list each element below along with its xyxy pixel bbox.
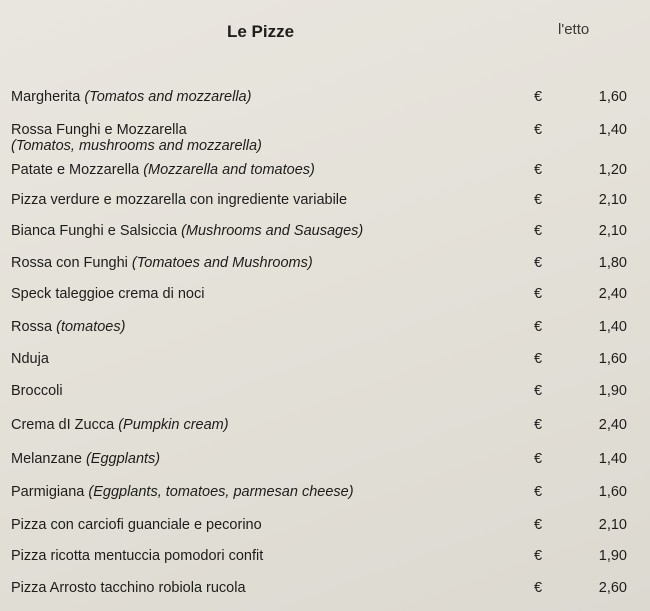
item-price: 2,60 (598, 580, 627, 596)
item-description: (Eggplants, tomatoes, parmesan cheese) (88, 484, 354, 500)
item-title: Rossa con Funghi (11, 255, 128, 271)
item-name: Patate e Mozzarella (Mozzarella and toma… (11, 162, 315, 178)
currency-symbol: € (534, 417, 543, 433)
item-name: Pizza verdure e mozzarella con ingredien… (11, 192, 347, 208)
item-description: (Eggplants) (85, 451, 161, 467)
item-title: Pizza verdure e mozzarella con ingredien… (11, 192, 348, 208)
currency-symbol: € (534, 451, 543, 467)
item-title: Pizza ricotta mentuccia pomodori confit (11, 548, 264, 564)
price-unit-header: l'etto (558, 21, 590, 38)
item-price: 1,60 (598, 89, 627, 105)
item-price: 2,10 (598, 192, 627, 208)
item-name: Margherita (Tomatos and mozzarella) (11, 89, 251, 105)
item-price: 1,40 (598, 319, 627, 335)
currency-symbol: € (534, 383, 543, 399)
item-name: Bianca Funghi e Salsiccia (Mushrooms and… (11, 223, 363, 239)
item-title: Pizza con carciofi guanciale e pecorino (11, 517, 262, 533)
item-title: Margherita (11, 89, 81, 105)
item-price: 2,10 (598, 223, 627, 239)
item-description: (Tomatoes and Mushrooms) (131, 255, 313, 271)
item-price: 2,10 (598, 517, 627, 533)
currency-symbol: € (534, 286, 543, 302)
item-price: 2,40 (598, 417, 627, 433)
currency-symbol: € (534, 484, 543, 500)
item-title: Melanzane (11, 451, 82, 467)
currency-symbol: € (534, 192, 543, 208)
currency-symbol: € (534, 122, 543, 138)
item-title: Bianca Funghi e Salsiccia (11, 223, 178, 239)
item-title: Pizza Arrosto tacchino robiola rucola (11, 580, 246, 596)
item-name: Rossa Funghi e Mozzarella (Tomatos, mushr… (11, 122, 262, 154)
item-name: Rossa (tomatoes) (11, 319, 125, 335)
item-price: 1,90 (598, 383, 627, 399)
item-title: Rossa Funghi e Mozzarella (11, 122, 187, 138)
item-name: Parmigiana (Eggplants, tomatoes, parmesa… (11, 484, 354, 500)
currency-symbol: € (534, 255, 543, 271)
item-name: Broccoli (11, 383, 63, 399)
item-title: Crema dI Zucca (11, 417, 115, 433)
item-title: Rossa (11, 319, 53, 335)
currency-symbol: € (534, 162, 543, 178)
item-price: 2,40 (598, 286, 627, 302)
item-name: Pizza Arrosto tacchino robiola rucola (11, 580, 246, 596)
item-price: 1,60 (598, 484, 627, 500)
item-name: Nduja (11, 351, 49, 367)
item-description: (Mozzarella and tomatoes) (143, 162, 315, 178)
item-name: Rossa con Funghi (Tomatoes and Mushrooms… (11, 255, 313, 271)
currency-symbol: € (534, 580, 543, 596)
currency-symbol: € (534, 548, 543, 564)
item-title: Patate e Mozzarella (11, 162, 140, 178)
item-name: Pizza ricotta mentuccia pomodori confit (11, 548, 263, 564)
item-description: (Tomatos and mozzarella) (84, 89, 252, 105)
currency-symbol: € (534, 319, 543, 335)
item-name: Speck taleggioe crema di noci (11, 286, 204, 302)
item-title: Nduja (11, 351, 49, 367)
currency-symbol: € (534, 517, 543, 533)
item-description: (Tomatos, mushrooms and mozzarella) (11, 138, 262, 154)
item-description: (tomatoes) (56, 319, 126, 335)
item-name: Pizza con carciofi guanciale e pecorino (11, 517, 262, 533)
item-title: Parmigiana (11, 484, 85, 500)
menu-title: Le Pizze (227, 22, 295, 41)
item-title: Speck taleggioe crema di noci (11, 286, 205, 302)
item-price: 1,90 (598, 548, 627, 564)
item-description: (Pumpkin cream) (118, 417, 229, 433)
item-name: Crema dI Zucca (Pumpkin cream) (11, 417, 229, 433)
item-description: (Mushrooms and Sausages) (181, 223, 364, 239)
currency-symbol: € (534, 351, 543, 367)
item-price: 1,80 (598, 255, 627, 271)
item-price: 1,60 (598, 351, 627, 367)
currency-symbol: € (534, 89, 543, 105)
item-price: 1,40 (598, 451, 627, 467)
item-name: Melanzane (Eggplants) (11, 451, 160, 467)
item-title: Broccoli (11, 383, 63, 399)
item-price: 1,40 (598, 122, 627, 138)
currency-symbol: € (534, 223, 543, 239)
item-price: 1,20 (598, 162, 627, 178)
